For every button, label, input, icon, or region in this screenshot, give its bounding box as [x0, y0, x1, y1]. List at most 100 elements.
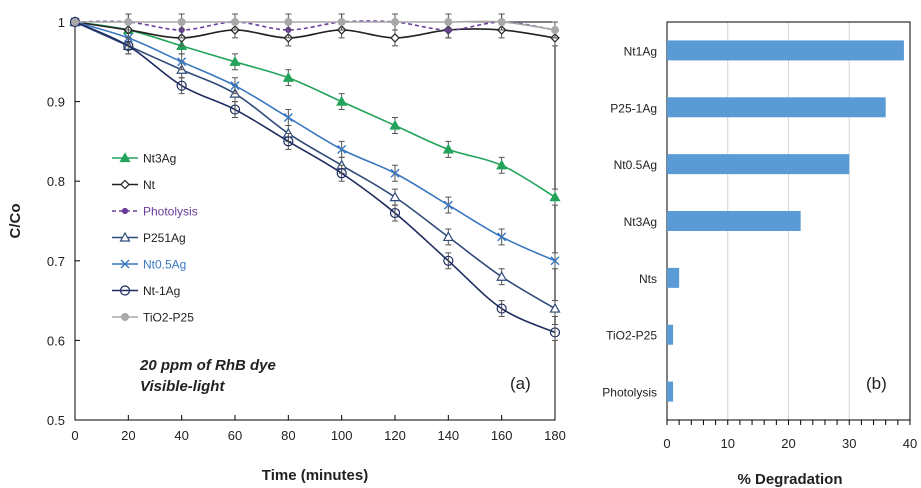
- data-point: [390, 33, 400, 43]
- x-axis-title-a: Time (minutes): [262, 467, 368, 484]
- data-point: [336, 168, 347, 179]
- series-line: [74, 21, 556, 334]
- x-tick-label: 40: [903, 436, 917, 451]
- x-tick-label: 0: [663, 436, 670, 451]
- data-point: [550, 256, 560, 266]
- data-point: [442, 231, 454, 242]
- series-group: [69, 13, 561, 341]
- y-tick-label: 0.9: [47, 95, 65, 110]
- error-bar: [392, 204, 398, 222]
- bar-Nt1Ag: [667, 40, 904, 61]
- bar-Nt0.5Ag: [667, 154, 850, 175]
- category-label: Photolysis: [602, 386, 657, 400]
- data-point: [177, 57, 187, 67]
- x-tick-label: 30: [842, 436, 856, 451]
- data-point: [549, 191, 561, 202]
- legend-label: TiO2-P25: [143, 311, 194, 325]
- data-point: [71, 18, 79, 26]
- data-point: [549, 327, 561, 338]
- legend-marker: [120, 179, 130, 190]
- data-point: [283, 113, 293, 123]
- legend-item-Nt3Ag: Nt3Ag: [112, 152, 176, 166]
- legend-marker: [119, 152, 131, 163]
- data-point: [497, 18, 506, 26]
- data-point: [282, 71, 294, 82]
- data-point: [176, 80, 187, 91]
- y-tick-label: 0.5: [47, 413, 65, 428]
- data-point: [231, 18, 239, 26]
- panel-b-bar-chart: Nt1Ag P25-1Ag Nt0.5Ag Nt3Ag Nts TiO2-P25 Photo…: [602, 21, 917, 488]
- x-tick-label: 80: [281, 428, 295, 443]
- series-TiO2-P25: [71, 13, 559, 39]
- bar-TiO2-P25: [667, 324, 674, 345]
- legend-item-Nt: Nt: [112, 178, 156, 192]
- data-point: [284, 18, 293, 26]
- data-point: [497, 232, 507, 242]
- data-point: [389, 191, 401, 202]
- series-line: [74, 21, 556, 310]
- panel-label-b: (b): [866, 374, 887, 393]
- bar-Nts: [667, 267, 680, 288]
- legend-marker: [121, 313, 129, 321]
- annotation-line-2: Visible-light: [140, 378, 225, 395]
- data-point: [496, 270, 508, 281]
- data-point: [337, 144, 347, 154]
- bar-Nt3Ag: [667, 211, 801, 231]
- data-point: [443, 255, 454, 266]
- x-tick-label: 40: [174, 428, 188, 443]
- x-tick-label: 120: [384, 428, 406, 443]
- x-tick-label: 20: [781, 436, 795, 451]
- data-point: [551, 25, 559, 34]
- data-point: [283, 136, 294, 147]
- category-label: TiO2-P25: [606, 329, 657, 343]
- category-label: Nt3Ag: [624, 215, 657, 229]
- data-point: [496, 303, 507, 314]
- data-point: [177, 18, 186, 26]
- x-tick-label: 0: [71, 428, 78, 443]
- x-tick-label: 100: [331, 428, 353, 443]
- y-tick-label: 0.6: [47, 333, 65, 348]
- series-line: [74, 21, 556, 198]
- panel-label-a: (a): [510, 374, 531, 393]
- bars-group: Nt1Ag P25-1Ag Nt0.5Ag Nt3Ag Nts TiO2-P25 Photo…: [602, 40, 904, 402]
- annotation-line-1: 20 ppm of RhB dye: [139, 357, 276, 374]
- data-point: [496, 159, 508, 170]
- error-bar: [498, 300, 505, 318]
- y-tick-label: 0.7: [47, 254, 65, 269]
- data-point: [549, 302, 561, 313]
- legend-label: Nt3Ag: [143, 152, 176, 166]
- data-point: [229, 56, 241, 66]
- error-bar: [232, 101, 238, 119]
- data-point: [337, 18, 346, 26]
- data-point: [443, 200, 453, 210]
- data-point: [123, 40, 134, 51]
- legend-label: Photolysis: [143, 205, 198, 219]
- series-line: [74, 20, 556, 31]
- legend-label: Nt0.5Ag: [143, 258, 186, 272]
- series-Nt-1Ag: [69, 16, 561, 341]
- data-point: [389, 207, 401, 219]
- x-tick-label: 60: [228, 428, 242, 443]
- data-point: [390, 168, 400, 178]
- legend-marker: [119, 285, 131, 296]
- legend-item-Nt0.5Ag: Nt0.5Ag: [112, 258, 186, 272]
- x-tick-label: 10: [721, 436, 735, 451]
- legend: Nt3Ag Nt Photolysis P251Ag Nt0.5Ag Nt-1Ag TiO2…: [112, 152, 198, 325]
- error-bar: [552, 323, 558, 341]
- category-label: Nt0.5Ag: [614, 158, 657, 172]
- series-Nt3Ag: [69, 16, 561, 206]
- bar-Photolysis: [667, 381, 674, 402]
- data-point: [124, 18, 133, 26]
- legend-label: Nt: [143, 178, 156, 192]
- legend-label: P251Ag: [143, 231, 186, 245]
- legend-marker: [121, 207, 129, 215]
- data-point: [336, 95, 348, 106]
- y-tick-label: 0.8: [47, 174, 65, 189]
- category-label: Nts: [639, 272, 657, 286]
- category-label: P25-1Ag: [610, 101, 657, 115]
- error-bar: [338, 164, 345, 182]
- error-bar: [445, 252, 452, 270]
- data-point: [442, 143, 454, 154]
- legend-marker: [119, 231, 131, 242]
- data-point: [230, 81, 240, 91]
